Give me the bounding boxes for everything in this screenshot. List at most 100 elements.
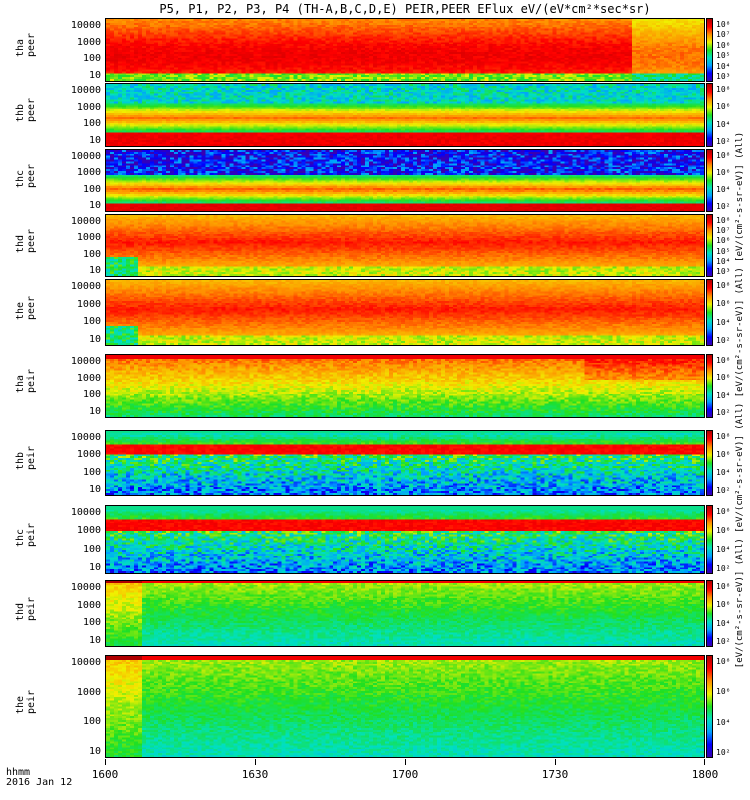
colorbar-tick-label: 10⁶ — [716, 600, 731, 610]
panel-label-product: peer — [26, 32, 37, 57]
x-axis-label-format: hhmm — [6, 767, 31, 778]
y-tick-label: 100 — [82, 118, 101, 130]
y-tick-label: 10000 — [70, 216, 101, 227]
colorbar — [706, 354, 713, 418]
y-tick-label: 100 — [82, 248, 101, 260]
spectrogram-thb-peir — [105, 430, 705, 496]
spectrogram-thd-peer — [105, 214, 705, 277]
x-tick-label: 1630 — [241, 768, 269, 781]
colorbar-tick-label: 10⁸ — [716, 356, 731, 365]
colorbar-tick-label: 10⁶ — [716, 40, 731, 50]
panel-label-product: peir — [26, 368, 37, 393]
x-tick-mark — [704, 759, 705, 765]
y-tick-label: 10 — [88, 334, 101, 345]
colorbar — [706, 279, 713, 346]
y-tick-label: 100 — [82, 543, 101, 555]
y-tick-label: 100 — [82, 617, 101, 629]
x-tick-mark — [105, 759, 106, 765]
colorbar-tick-label: 10² — [716, 408, 731, 417]
colorbar-tick-label: 10⁸ — [716, 432, 731, 441]
x-tick-label: 1600 — [91, 768, 119, 781]
panel-label: thd peir — [15, 596, 51, 621]
panel-label: thb peir — [15, 445, 51, 470]
y-tick-label: 100 — [82, 316, 101, 328]
colorbar-tick-label: 10⁴ — [716, 256, 731, 266]
colorbar-tick-label: 10⁴ — [716, 185, 731, 194]
panel-label-probe: thb — [15, 103, 26, 122]
y-tick-label: 1000 — [76, 167, 101, 179]
y-tick-label: 100 — [82, 389, 101, 401]
panel-label: thb peer — [15, 98, 51, 122]
x-tick-label: 1700 — [391, 768, 419, 781]
panel-label-product: peer — [26, 163, 37, 188]
y-tick-label: 10 — [88, 406, 101, 417]
y-tick-label: 10000 — [70, 281, 101, 292]
colorbar — [706, 505, 713, 574]
spectrogram-the-peer — [105, 279, 705, 346]
colorbar-tick-label: 10⁴ — [716, 717, 731, 727]
panel-label-probe: thc — [15, 169, 26, 188]
colorbar-tick-label: 10⁵ — [716, 51, 731, 61]
colorbar-tick-label: 10² — [716, 564, 731, 573]
colorbar-tick-label: 10² — [716, 637, 731, 646]
colorbar — [706, 580, 713, 647]
spectrogram-thc-peir — [105, 505, 705, 574]
colorbar — [706, 18, 713, 82]
colorbar-tick-label: 10⁶ — [716, 687, 731, 697]
colorbar — [706, 149, 713, 212]
colorbar-tick-label: 10³ — [716, 267, 731, 276]
y-tick-label: 10000 — [70, 85, 101, 96]
x-tick-label: 1730 — [541, 768, 569, 781]
colorbar-tick-label: 10⁷ — [716, 30, 731, 40]
y-tick-label: 1000 — [76, 36, 101, 48]
colorbar-tick-label: 10⁸ — [716, 151, 731, 160]
colorbar-tick-label: 10² — [716, 137, 731, 146]
colorbar-tick-label: 10⁴ — [716, 390, 731, 400]
panel-label-probe: the — [15, 301, 26, 320]
panel-label-probe: the — [15, 695, 26, 714]
panel-label-product: peer — [26, 295, 37, 320]
colorbar — [706, 83, 713, 147]
panel-label: tha peir — [15, 368, 51, 393]
panel-label-product: peir — [26, 445, 37, 470]
spectrogram-the-peir — [105, 655, 705, 758]
colorbar-tick-label: 10⁶ — [716, 450, 731, 459]
y-tick-label: 1000 — [76, 101, 101, 113]
panel-label: thd peer — [15, 228, 51, 253]
colorbar-tick-label: 10⁶ — [716, 373, 731, 383]
y-tick-label: 10000 — [70, 657, 101, 668]
x-axis-label-date: 2016 Jan 12 — [6, 777, 73, 788]
colorbar-unit-label: [eV/(cm²-s-sr-eV)] (All) [eV/(cm²-s-sr-e… — [735, 131, 745, 669]
panel-label-probe: thd — [15, 602, 26, 621]
panel-label: tha peer — [15, 32, 51, 57]
colorbar-tick-label: 10⁶ — [716, 102, 731, 112]
colorbar-tick-label: 10² — [716, 486, 731, 495]
y-tick-label: 10000 — [70, 582, 101, 593]
panel-label-probe: tha — [15, 374, 26, 393]
panel-label-probe: thd — [15, 234, 26, 253]
y-tick-label: 10 — [88, 746, 101, 757]
y-tick-label: 10000 — [70, 432, 101, 443]
panel-label-probe: thc — [15, 528, 26, 547]
colorbar-tick-label: 10⁸ — [716, 216, 731, 225]
panel-label-product: peir — [26, 596, 37, 621]
colorbar-tick-label: 10⁶ — [716, 526, 731, 535]
y-tick-label: 1000 — [76, 232, 101, 244]
y-tick-label: 1000 — [76, 298, 101, 310]
y-tick-label: 10 — [88, 70, 101, 81]
x-tick-mark — [405, 759, 406, 765]
colorbar-tick-label: 10² — [716, 748, 731, 757]
y-tick-label: 1000 — [76, 449, 101, 461]
panel-label-product: peer — [26, 228, 37, 253]
colorbar-tick-label: 10⁸ — [716, 281, 731, 290]
x-tick-mark — [555, 759, 556, 765]
panel-label: thc peir — [15, 522, 51, 547]
colorbar — [706, 655, 713, 758]
colorbar-tick-label: 10⁶ — [716, 299, 731, 309]
y-tick-label: 1000 — [76, 372, 101, 384]
y-tick-label: 100 — [82, 53, 101, 65]
colorbar — [706, 430, 713, 496]
y-tick-label: 100 — [82, 183, 101, 195]
colorbar-tick-label: 10⁸ — [716, 20, 731, 29]
y-tick-label: 10000 — [70, 356, 101, 367]
